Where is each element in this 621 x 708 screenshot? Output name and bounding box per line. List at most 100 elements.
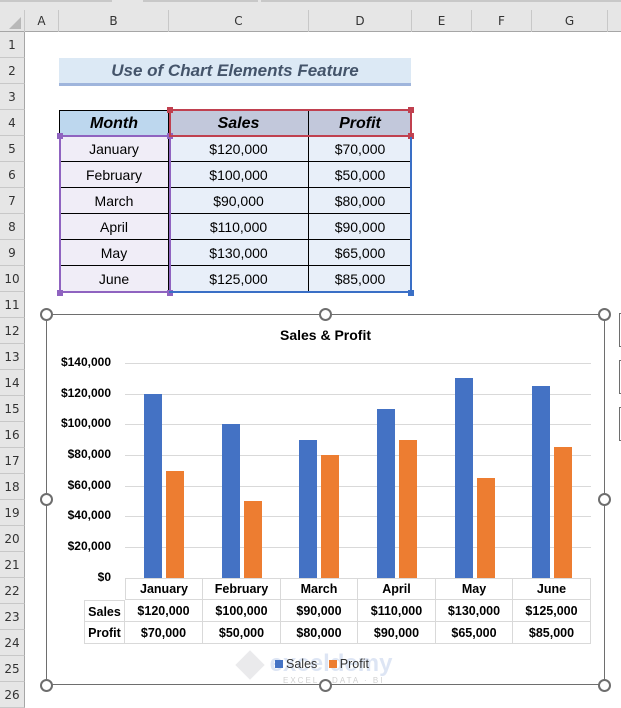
row-header-26[interactable]: 26 [0, 682, 25, 708]
row-header-7[interactable]: 7 [0, 188, 25, 214]
row-header-18[interactable]: 18 [0, 474, 25, 500]
cell-profit[interactable]: $50,000 [309, 162, 412, 188]
cell-sales[interactable]: $110,000 [169, 214, 309, 240]
row-header-21[interactable]: 21 [0, 552, 25, 578]
chart-styles-button[interactable] [619, 360, 621, 394]
bar-sales-february[interactable] [221, 424, 240, 578]
row-header-5[interactable]: 5 [0, 136, 25, 162]
bar-profit-january[interactable] [165, 470, 184, 578]
bar-sales-may[interactable] [454, 378, 473, 578]
cell-profit[interactable]: $65,000 [309, 240, 412, 266]
row-header-19[interactable]: 19 [0, 500, 25, 526]
dt-category: May [436, 578, 513, 600]
range-handle[interactable] [57, 290, 63, 296]
row-header-22[interactable]: 22 [0, 578, 25, 604]
cell-sales[interactable]: $120,000 [169, 136, 309, 162]
gridline [125, 486, 591, 487]
header-sales[interactable]: Sales [169, 110, 309, 136]
row-header-25[interactable]: 25 [0, 656, 25, 682]
resize-handle-top-left[interactable] [40, 308, 53, 321]
resize-handle-top[interactable] [319, 308, 332, 321]
range-handle[interactable] [408, 290, 414, 296]
row-header-13[interactable]: 13 [0, 344, 25, 370]
cell-month[interactable]: February [59, 162, 169, 188]
cell-profit[interactable]: $80,000 [309, 188, 412, 214]
column-header-a[interactable]: A [25, 10, 59, 32]
range-handle[interactable] [167, 133, 173, 139]
y-tick-label: $120,000 [60, 386, 111, 400]
row-header-8[interactable]: 8 [0, 214, 25, 240]
cell-month[interactable]: March [59, 188, 169, 214]
resize-handle-bottom-right[interactable] [598, 679, 611, 692]
y-tick-label: $40,000 [67, 508, 111, 522]
chart-filters-button[interactable] [619, 407, 621, 441]
bar-profit-june[interactable] [554, 447, 573, 578]
ribbon-segment [0, 0, 112, 2]
cell-profit[interactable]: $85,000 [309, 266, 412, 292]
bar-profit-march[interactable] [321, 455, 340, 578]
cell-month[interactable]: January [59, 136, 169, 162]
column-header-d[interactable]: D [309, 10, 412, 32]
column-header-b[interactable]: B [59, 10, 169, 32]
row-header-1[interactable]: 1 [0, 32, 25, 58]
row-header-2[interactable]: 2 [0, 58, 25, 84]
resize-handle-left[interactable] [40, 493, 53, 506]
row-header-11[interactable]: 11 [0, 292, 25, 318]
bar-sales-april[interactable] [376, 409, 395, 578]
bar-sales-january[interactable] [143, 393, 162, 578]
column-header-e[interactable]: E [412, 10, 472, 32]
header-profit[interactable]: Profit [309, 110, 412, 136]
row-header-24[interactable]: 24 [0, 630, 25, 656]
row-header-6[interactable]: 6 [0, 162, 25, 188]
row-header-9[interactable]: 9 [0, 240, 25, 266]
range-handle[interactable] [408, 107, 414, 113]
cell-month[interactable]: June [59, 266, 169, 292]
header-month[interactable]: Month [59, 110, 169, 136]
cell-sales[interactable]: $100,000 [169, 162, 309, 188]
bar-profit-may[interactable] [476, 478, 495, 578]
chart-object[interactable]: Sales & Profit $140,000 $120,000 $100,00… [46, 314, 605, 685]
bar-profit-april[interactable] [398, 439, 417, 578]
chart-title[interactable]: Sales & Profit [279, 327, 372, 343]
cell-month[interactable]: May [59, 240, 169, 266]
row-header-14[interactable]: 14 [0, 370, 25, 396]
range-handle[interactable] [167, 290, 173, 296]
column-header-c[interactable]: C [169, 10, 309, 32]
chart-elements-button[interactable] [619, 313, 621, 347]
chart-legend[interactable]: Sales Profit [275, 657, 369, 671]
cell-sales[interactable]: $130,000 [169, 240, 309, 266]
bar-sales-march[interactable] [299, 439, 318, 578]
row-header-15[interactable]: 15 [0, 396, 25, 422]
resize-handle-right[interactable] [598, 493, 611, 506]
row-header-17[interactable]: 17 [0, 448, 25, 474]
range-handle[interactable] [57, 133, 63, 139]
cell-sales[interactable]: $90,000 [169, 188, 309, 214]
row-header-12[interactable]: 12 [0, 318, 25, 344]
row-header-3[interactable]: 3 [0, 84, 25, 110]
cell-sales[interactable]: $125,000 [169, 266, 309, 292]
cell-profit[interactable]: $70,000 [309, 136, 412, 162]
column-header-f[interactable]: F [472, 10, 532, 32]
range-handle[interactable] [408, 133, 414, 139]
resize-handle-top-right[interactable] [598, 308, 611, 321]
bar-sales-june[interactable] [532, 386, 551, 578]
column-header-g[interactable]: G [532, 10, 608, 32]
sheet-title-cell[interactable]: Use of Chart Elements Feature [59, 58, 411, 86]
cell-profit[interactable]: $90,000 [309, 214, 412, 240]
row-header-20[interactable]: 20 [0, 526, 25, 552]
select-all-button[interactable] [0, 10, 25, 32]
dt-value: $85,000 [513, 622, 591, 644]
row-header-16[interactable]: 16 [0, 422, 25, 448]
row-header-23[interactable]: 23 [0, 604, 25, 630]
dt-value: $80,000 [281, 622, 358, 644]
select-all-triangle-icon [9, 17, 21, 29]
cell-month[interactable]: April [59, 214, 169, 240]
row-header-10[interactable]: 10 [0, 266, 25, 292]
dt-value: $110,000 [358, 600, 436, 622]
range-handle[interactable] [167, 107, 173, 113]
resize-handle-bottom[interactable] [319, 679, 332, 692]
bar-profit-february[interactable] [243, 501, 262, 578]
row-header-4[interactable]: 4 [0, 110, 25, 136]
gridline [125, 516, 591, 517]
resize-handle-bottom-left[interactable] [40, 679, 53, 692]
